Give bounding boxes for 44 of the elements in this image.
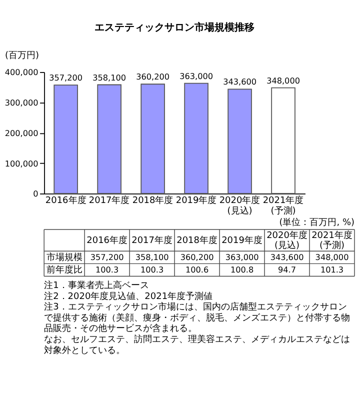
data-label: 357,200	[49, 72, 83, 83]
x-tick-label: 2018年度	[132, 194, 174, 206]
x-tick-label: 2016年度	[45, 194, 86, 206]
text: 101.3	[320, 264, 344, 275]
y-tick-label: 300,000	[4, 98, 38, 108]
y-tick-label: 0	[33, 188, 38, 199]
chart-title: エステティックサロン市場規模推移	[94, 22, 255, 34]
text: 100.8	[230, 264, 254, 275]
text: 市場規模	[46, 252, 82, 264]
text: 注1．事業者売上高ベース	[44, 280, 149, 291]
category-label: 2019年度	[222, 236, 262, 246]
text: (単位：百万円, %)	[279, 216, 354, 228]
y-tick-label: 400,000	[4, 67, 38, 78]
x-tick-label: 2019年度	[176, 194, 217, 206]
data-label: 343,600	[223, 76, 256, 87]
text: 348,000	[315, 252, 349, 262]
x-tick-label: 2021年度(予測)	[262, 194, 304, 217]
text: なお、セルフエステ、訪問エステ、理美容エステ、メディカルエステなどは対象外としている。	[44, 334, 350, 356]
category-label: 2020年度(見込)	[266, 231, 308, 251]
data-label: 358,100	[92, 72, 126, 82]
data-label: 363,000	[180, 70, 213, 81]
data-label: 348,000	[266, 75, 300, 86]
text: 358,100	[135, 252, 169, 262]
text: 100.3	[140, 264, 164, 275]
text: 360,200	[180, 252, 214, 262]
y-tick-label: 200,000	[4, 128, 38, 138]
y-axis-title: (百万円)	[4, 51, 39, 62]
text: 注2．2020年度見込値、2021年度予測値	[44, 290, 213, 302]
text: 100.3	[96, 264, 119, 275]
category-label: 2018年度	[176, 236, 218, 246]
text: 注3．エステティックサロン市場には、国内の店舗型エステティックサロンで提供する施術（美顔、痩身・ボディ、脱毛、メンズエステ）と付帯する物品販売・その他サービスが含まれる。	[44, 302, 350, 334]
text: 前年度比	[46, 264, 82, 276]
category-label: 2021年度(予測)	[312, 231, 352, 251]
x-tick-label: 2020年度(見込)	[219, 194, 260, 217]
x-tick-label: 2017年度	[88, 194, 130, 206]
category-label: 2016年度	[86, 236, 128, 246]
text: 94.7	[278, 264, 296, 275]
data-label: 360,200	[136, 72, 170, 82]
text: 343,600	[270, 252, 304, 262]
text: 357,200	[90, 252, 124, 262]
text: 100.6	[185, 264, 209, 275]
y-tick-label: 100,000	[4, 158, 38, 168]
text: 363,000	[225, 252, 259, 262]
category-label: 2017年度	[132, 236, 172, 246]
